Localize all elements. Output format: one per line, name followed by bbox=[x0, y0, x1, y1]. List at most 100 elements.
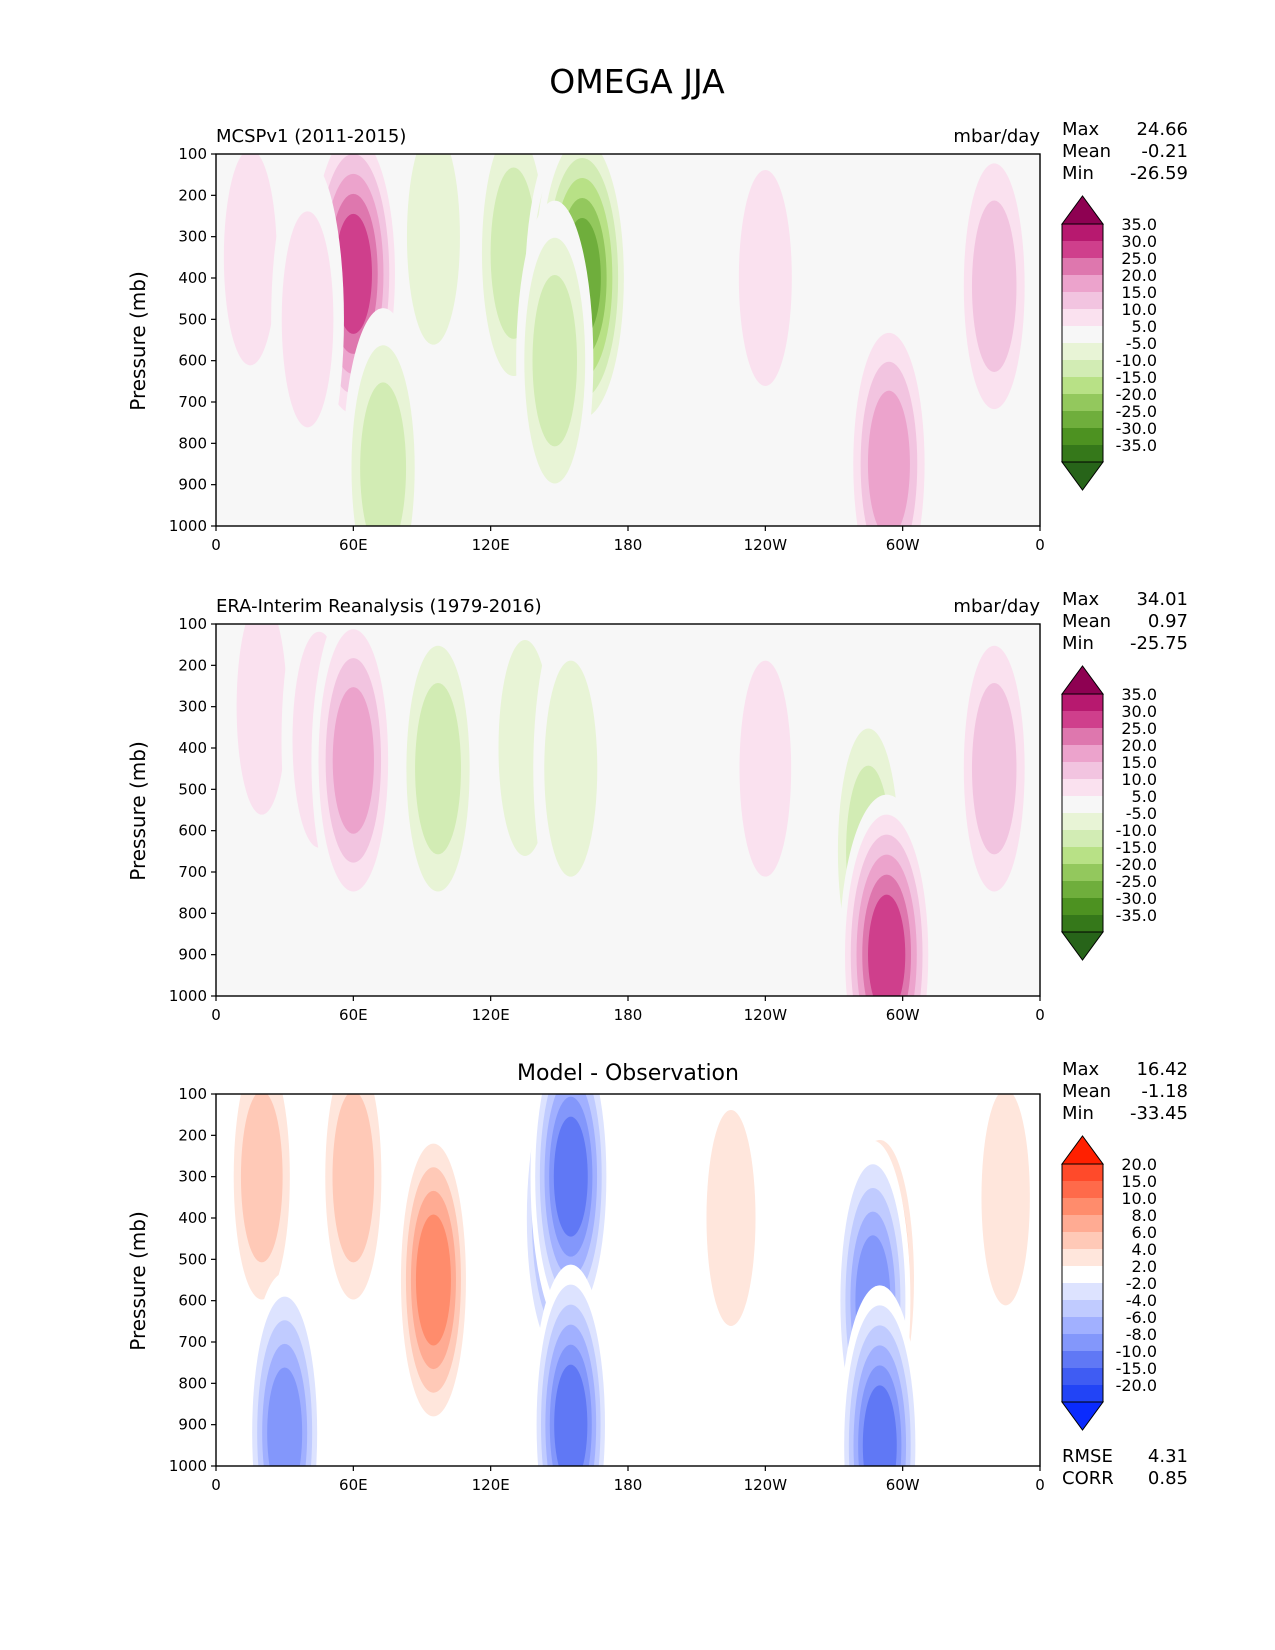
panel-title: Model - Observation bbox=[517, 1061, 739, 1086]
contour-field bbox=[226, 624, 1033, 996]
colorbar-label: -10.0 bbox=[1116, 821, 1157, 840]
colorbar-label: 25.0 bbox=[1121, 249, 1157, 268]
colorbar-label: -10.0 bbox=[1116, 1342, 1157, 1361]
colorbar-swatch bbox=[1062, 745, 1103, 763]
y-tick-label: 600 bbox=[178, 352, 207, 370]
contour-region bbox=[739, 660, 792, 877]
colorbar-label: 5.0 bbox=[1132, 787, 1157, 806]
colorbar-swatch bbox=[1062, 275, 1103, 293]
y-tick-label: 700 bbox=[178, 1333, 207, 1351]
colorbar-label: -15.0 bbox=[1116, 1359, 1157, 1378]
contour-field bbox=[226, 1094, 1040, 1466]
colorbar-label: -5.0 bbox=[1126, 804, 1157, 823]
colorbar-swatch bbox=[1062, 1334, 1103, 1352]
colorbar-swatch bbox=[1062, 694, 1103, 712]
stat-min-value: -25.75 bbox=[1130, 633, 1188, 654]
x-tick-label: 0 bbox=[1035, 1006, 1045, 1024]
metric-rmse-value: 4.31 bbox=[1148, 1446, 1188, 1467]
x-tick-label: 0 bbox=[1035, 1476, 1045, 1494]
colorbar-swatch bbox=[1062, 1266, 1103, 1284]
y-tick-label: 100 bbox=[178, 615, 207, 633]
stat-min-label: Min bbox=[1062, 1103, 1094, 1124]
colorbar-label: -35.0 bbox=[1116, 906, 1157, 925]
x-tick-label: 60W bbox=[886, 536, 920, 554]
colorbar-label: -2.0 bbox=[1126, 1274, 1157, 1293]
colorbar-label: 10.0 bbox=[1121, 770, 1157, 789]
stat-max-value: 16.42 bbox=[1136, 1059, 1188, 1080]
y-axis-label: Pressure (mb) bbox=[126, 1211, 150, 1351]
colorbar-label: -25.0 bbox=[1116, 872, 1157, 891]
contour-region bbox=[281, 211, 334, 428]
y-tick-label: 200 bbox=[178, 1126, 207, 1144]
stat-mean-label: Mean bbox=[1062, 611, 1111, 632]
x-tick-label: 120W bbox=[744, 536, 788, 554]
y-tick-label: 400 bbox=[178, 1209, 207, 1227]
colorbar-swatch bbox=[1062, 1164, 1103, 1182]
metric-corr-label: CORR bbox=[1062, 1468, 1114, 1489]
y-tick-label: 900 bbox=[178, 476, 207, 494]
stat-max-label: Max bbox=[1062, 589, 1100, 610]
contour-region bbox=[415, 682, 461, 855]
stat-mean-value: -0.21 bbox=[1141, 141, 1188, 162]
colorbar-frame bbox=[1061, 693, 1104, 933]
contour-region bbox=[706, 1110, 756, 1326]
colorbar-swatch bbox=[1062, 762, 1103, 780]
x-tick-label: 0 bbox=[211, 1006, 221, 1024]
colorbar-swatch bbox=[1062, 779, 1103, 797]
colorbar-swatch bbox=[1062, 445, 1103, 463]
contour-region bbox=[868, 894, 906, 996]
colorbar-label: -15.0 bbox=[1116, 368, 1157, 387]
y-tick-label: 900 bbox=[178, 946, 207, 964]
stat-min-value: -33.45 bbox=[1130, 1103, 1188, 1124]
colorbar-swatch bbox=[1062, 915, 1103, 933]
contour-region bbox=[332, 687, 374, 834]
y-tick-label: 300 bbox=[178, 228, 207, 246]
colorbar-label: 35.0 bbox=[1121, 685, 1157, 704]
metric-rmse-label: RMSE bbox=[1062, 1446, 1113, 1467]
x-tick-label: 180 bbox=[614, 1476, 643, 1494]
contour-region bbox=[971, 682, 1017, 855]
stat-min-value: -26.59 bbox=[1130, 163, 1188, 184]
stat-max-value: 24.66 bbox=[1136, 119, 1188, 140]
colorbar-swatch bbox=[1062, 343, 1103, 361]
colorbar-label: -35.0 bbox=[1116, 436, 1157, 455]
x-tick-label: 180 bbox=[614, 1006, 643, 1024]
colorbar-extend-top bbox=[1061, 665, 1104, 695]
stat-max-label: Max bbox=[1062, 1059, 1100, 1080]
metrics-box: RMSE 4.31 CORR 0.85 bbox=[1062, 1446, 1188, 1489]
colorbar: 35.030.025.020.015.010.05.0-5.0-10.0-15.… bbox=[1061, 665, 1157, 961]
colorbar-label: 30.0 bbox=[1121, 232, 1157, 251]
colorbar-swatch bbox=[1062, 360, 1103, 378]
contour-field bbox=[216, 154, 1033, 526]
x-tick-label: 120E bbox=[472, 1476, 510, 1494]
stat-max-value: 34.01 bbox=[1136, 589, 1188, 610]
contour-region bbox=[267, 1367, 303, 1466]
stat-min-label: Min bbox=[1062, 633, 1094, 654]
x-tick-label: 120W bbox=[744, 1006, 788, 1024]
colorbar-extend-bottom bbox=[1061, 1401, 1104, 1431]
y-tick-label: 400 bbox=[178, 739, 207, 757]
y-tick-label: 800 bbox=[178, 434, 207, 452]
colorbar-extend-top bbox=[1061, 195, 1104, 225]
colorbar-swatch bbox=[1062, 377, 1103, 395]
colorbar-swatch bbox=[1062, 241, 1103, 259]
contour-region bbox=[360, 382, 407, 526]
contour-region bbox=[223, 154, 277, 366]
contour-region bbox=[415, 1214, 451, 1346]
colorbar-swatch bbox=[1062, 1300, 1103, 1318]
colorbar-label: -20.0 bbox=[1116, 855, 1157, 874]
y-tick-label: 500 bbox=[178, 310, 207, 328]
x-tick-label: 180 bbox=[614, 536, 643, 554]
colorbar-label: 15.0 bbox=[1121, 283, 1157, 302]
y-tick-label: 1000 bbox=[169, 987, 207, 1005]
colorbar-label: 35.0 bbox=[1121, 215, 1157, 234]
x-tick-label: 60E bbox=[339, 1006, 368, 1024]
y-tick-label: 600 bbox=[178, 1292, 207, 1310]
stat-mean-value: -1.18 bbox=[1141, 1081, 1188, 1102]
colorbar-swatch bbox=[1062, 881, 1103, 899]
contour-region bbox=[544, 660, 598, 877]
colorbar: 35.030.025.020.015.010.05.0-5.0-10.0-15.… bbox=[1061, 195, 1157, 491]
stat-mean-label: Mean bbox=[1062, 141, 1111, 162]
